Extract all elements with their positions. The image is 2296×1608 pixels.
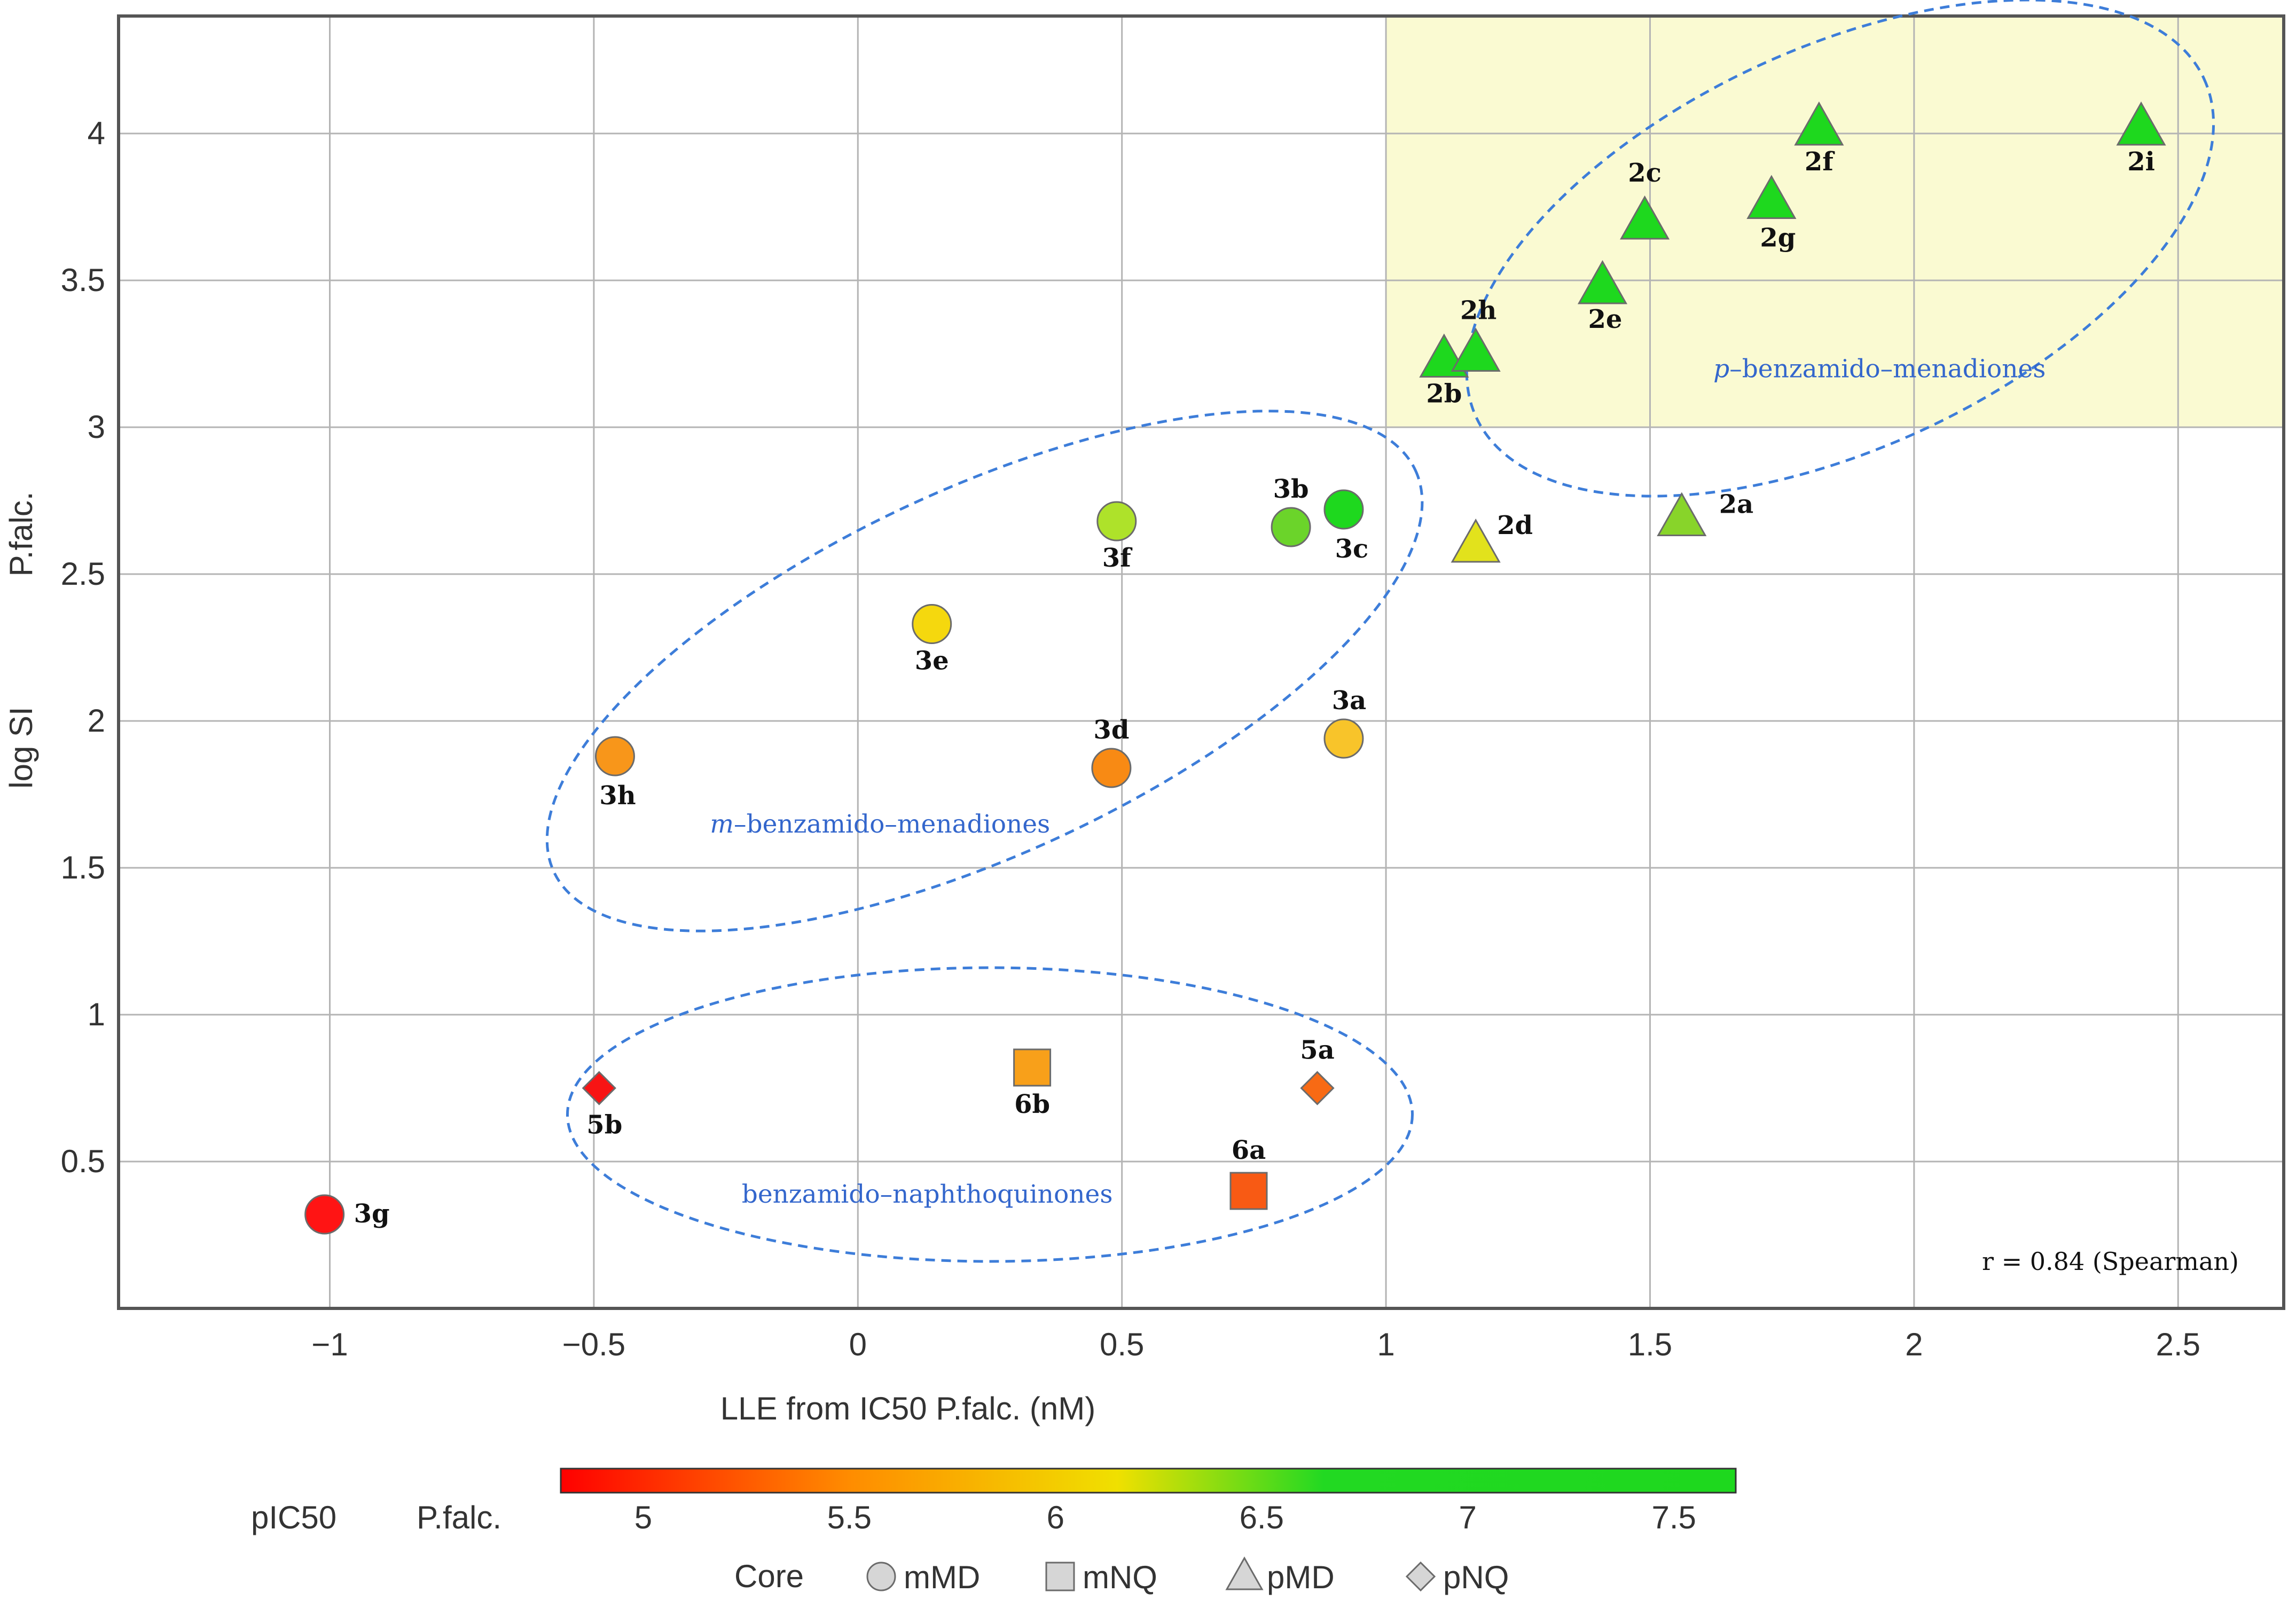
x-tick-label: 1 [1377,1327,1394,1362]
point-label: 2c [1628,158,1662,188]
group-ellipse [1465,0,2215,498]
data-point [1271,507,1311,547]
legend-marker-mmd [866,1562,896,1591]
point-label: 6a [1232,1135,1266,1165]
data-point [582,1071,616,1105]
data-point [1657,492,1707,536]
point-label: 2d [1497,511,1533,540]
point-label: 3b [1273,474,1309,504]
y-tick-label: 2.5 [61,556,105,592]
data-point [1013,1048,1052,1087]
correlation-annotation: r = 0.84 (Spearman) [1982,1247,2239,1276]
y-axis-label-secondary: P.falc. [3,492,39,577]
data-point [1091,748,1132,788]
core-legend: Core mMD mNQ pMD pNQ [734,1556,1509,1595]
point-label: 3h [599,781,636,811]
plot-area: −1 −0.5 0 0.5 1 1.5 2 2.5 0.5 1 1.5 2 2.5 3 3.5 4 [61,14,2285,1362]
legend-item-label: pMD [1267,1559,1335,1595]
colorbar-tick-label: 7.5 [1651,1500,1696,1535]
y-tick-label: 0.5 [61,1143,105,1179]
legend-item-label: mMD [904,1559,980,1595]
x-tick-label: 2.5 [2156,1327,2200,1362]
x-tick-label: 2 [1905,1327,1923,1362]
data-point [912,604,952,644]
legend-marker-pnq [1405,1561,1436,1592]
legend-marker-mnq [1045,1562,1075,1591]
colorbar-tick-label: 6.5 [1240,1500,1284,1535]
point-label: 3e [915,646,949,676]
colorbar-tick-label: 5 [634,1500,652,1535]
data-point [1323,489,1364,530]
group-label: benzamido–naphthoquinones [742,1180,1113,1209]
data-point [1300,1071,1335,1105]
x-tick-label: −1 [311,1327,348,1362]
data-point [2116,101,2166,146]
data-point [1746,175,1797,219]
data-point [1096,501,1137,542]
point-label: 6b [1014,1089,1050,1119]
colorbar-tick-label: 5.5 [827,1500,872,1535]
point-label: 2i [2127,147,2155,177]
y-tick-label: 3 [88,409,105,445]
group-label: p–benzamido–menadiones [1713,355,2046,384]
point-label: 3a [1332,686,1367,716]
x-axis-label: LLE from IC50 P.falc. (nM) [720,1391,1095,1426]
y-tick-label: 3.5 [61,262,105,298]
colorbar-tick-label: 6 [1047,1500,1064,1535]
point-label: 2h [1460,296,1496,326]
colorbar: pIC50 P.falc. 5 5.5 6 6.5 7 7.5 [251,1468,1737,1535]
x-tick-label: 0.5 [1100,1327,1144,1362]
point-label: 2a [1719,490,1754,520]
point-label: 3f [1102,543,1133,573]
point-label: 5a [1300,1036,1335,1065]
group-label: m–benzamido–menadiones [710,810,1050,839]
point-label: 2b [1426,379,1462,409]
data-point [1451,518,1501,563]
x-tick-label: 1.5 [1628,1327,1672,1362]
data-point [304,1194,345,1235]
colorbar-title: pIC50 [251,1500,336,1535]
y-tick-label: 2 [88,703,105,739]
colorbar-subtitle: P.falc. [417,1500,501,1535]
data-points: 2a 2b 2c 2d 2e 2f 2g 2h 2i 3a 3b 3c 3d 3e 3f 3g 3h 5a 5b 6a… [304,101,2166,1235]
data-point [1620,195,1670,240]
point-label: 3d [1093,715,1129,745]
legend-title: Core [734,1558,804,1594]
plot-border [117,14,2285,1310]
point-label: 3c [1335,534,1369,564]
highlight-region [1386,16,2284,427]
point-label: 3g [354,1199,390,1229]
colorbar-tick-label: 7 [1459,1500,1477,1535]
group-ellipses: p–benzamido–menadiones m–benzamido–menadi… [545,0,2215,1263]
point-label: 2e [1588,304,1623,334]
point-label: 5b [586,1110,622,1140]
data-point [1577,260,1628,304]
data-point [1794,101,1844,146]
y-axis-label: log SI [3,707,39,788]
group-ellipse [545,410,1424,932]
y-tick-label: 1 [88,997,105,1032]
y-tick-label: 1.5 [61,850,105,885]
x-tick-label: −0.5 [562,1327,625,1362]
legend-item-label: pNQ [1443,1559,1509,1595]
y-tick-label: 4 [88,115,105,151]
colorbar-gradient [560,1468,1737,1494]
x-tick-label: 0 [849,1327,867,1362]
legend-marker-pmd [1225,1556,1264,1590]
group-ellipse [566,966,1414,1263]
data-point [1229,1172,1268,1210]
legend-item-label: mNQ [1083,1559,1157,1595]
point-label: 2g [1760,223,1796,253]
point-label: 2f [1805,147,1835,177]
data-point [1323,718,1364,759]
data-point [594,736,635,776]
data-point [1451,327,1501,372]
